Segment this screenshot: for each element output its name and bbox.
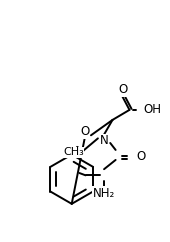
Text: N: N	[100, 134, 108, 147]
Text: CH₃: CH₃	[63, 147, 84, 157]
Text: O: O	[118, 83, 127, 96]
Text: OH: OH	[143, 103, 161, 116]
Text: O: O	[136, 150, 146, 163]
Text: NH₂: NH₂	[93, 187, 115, 200]
Text: O: O	[80, 125, 89, 138]
